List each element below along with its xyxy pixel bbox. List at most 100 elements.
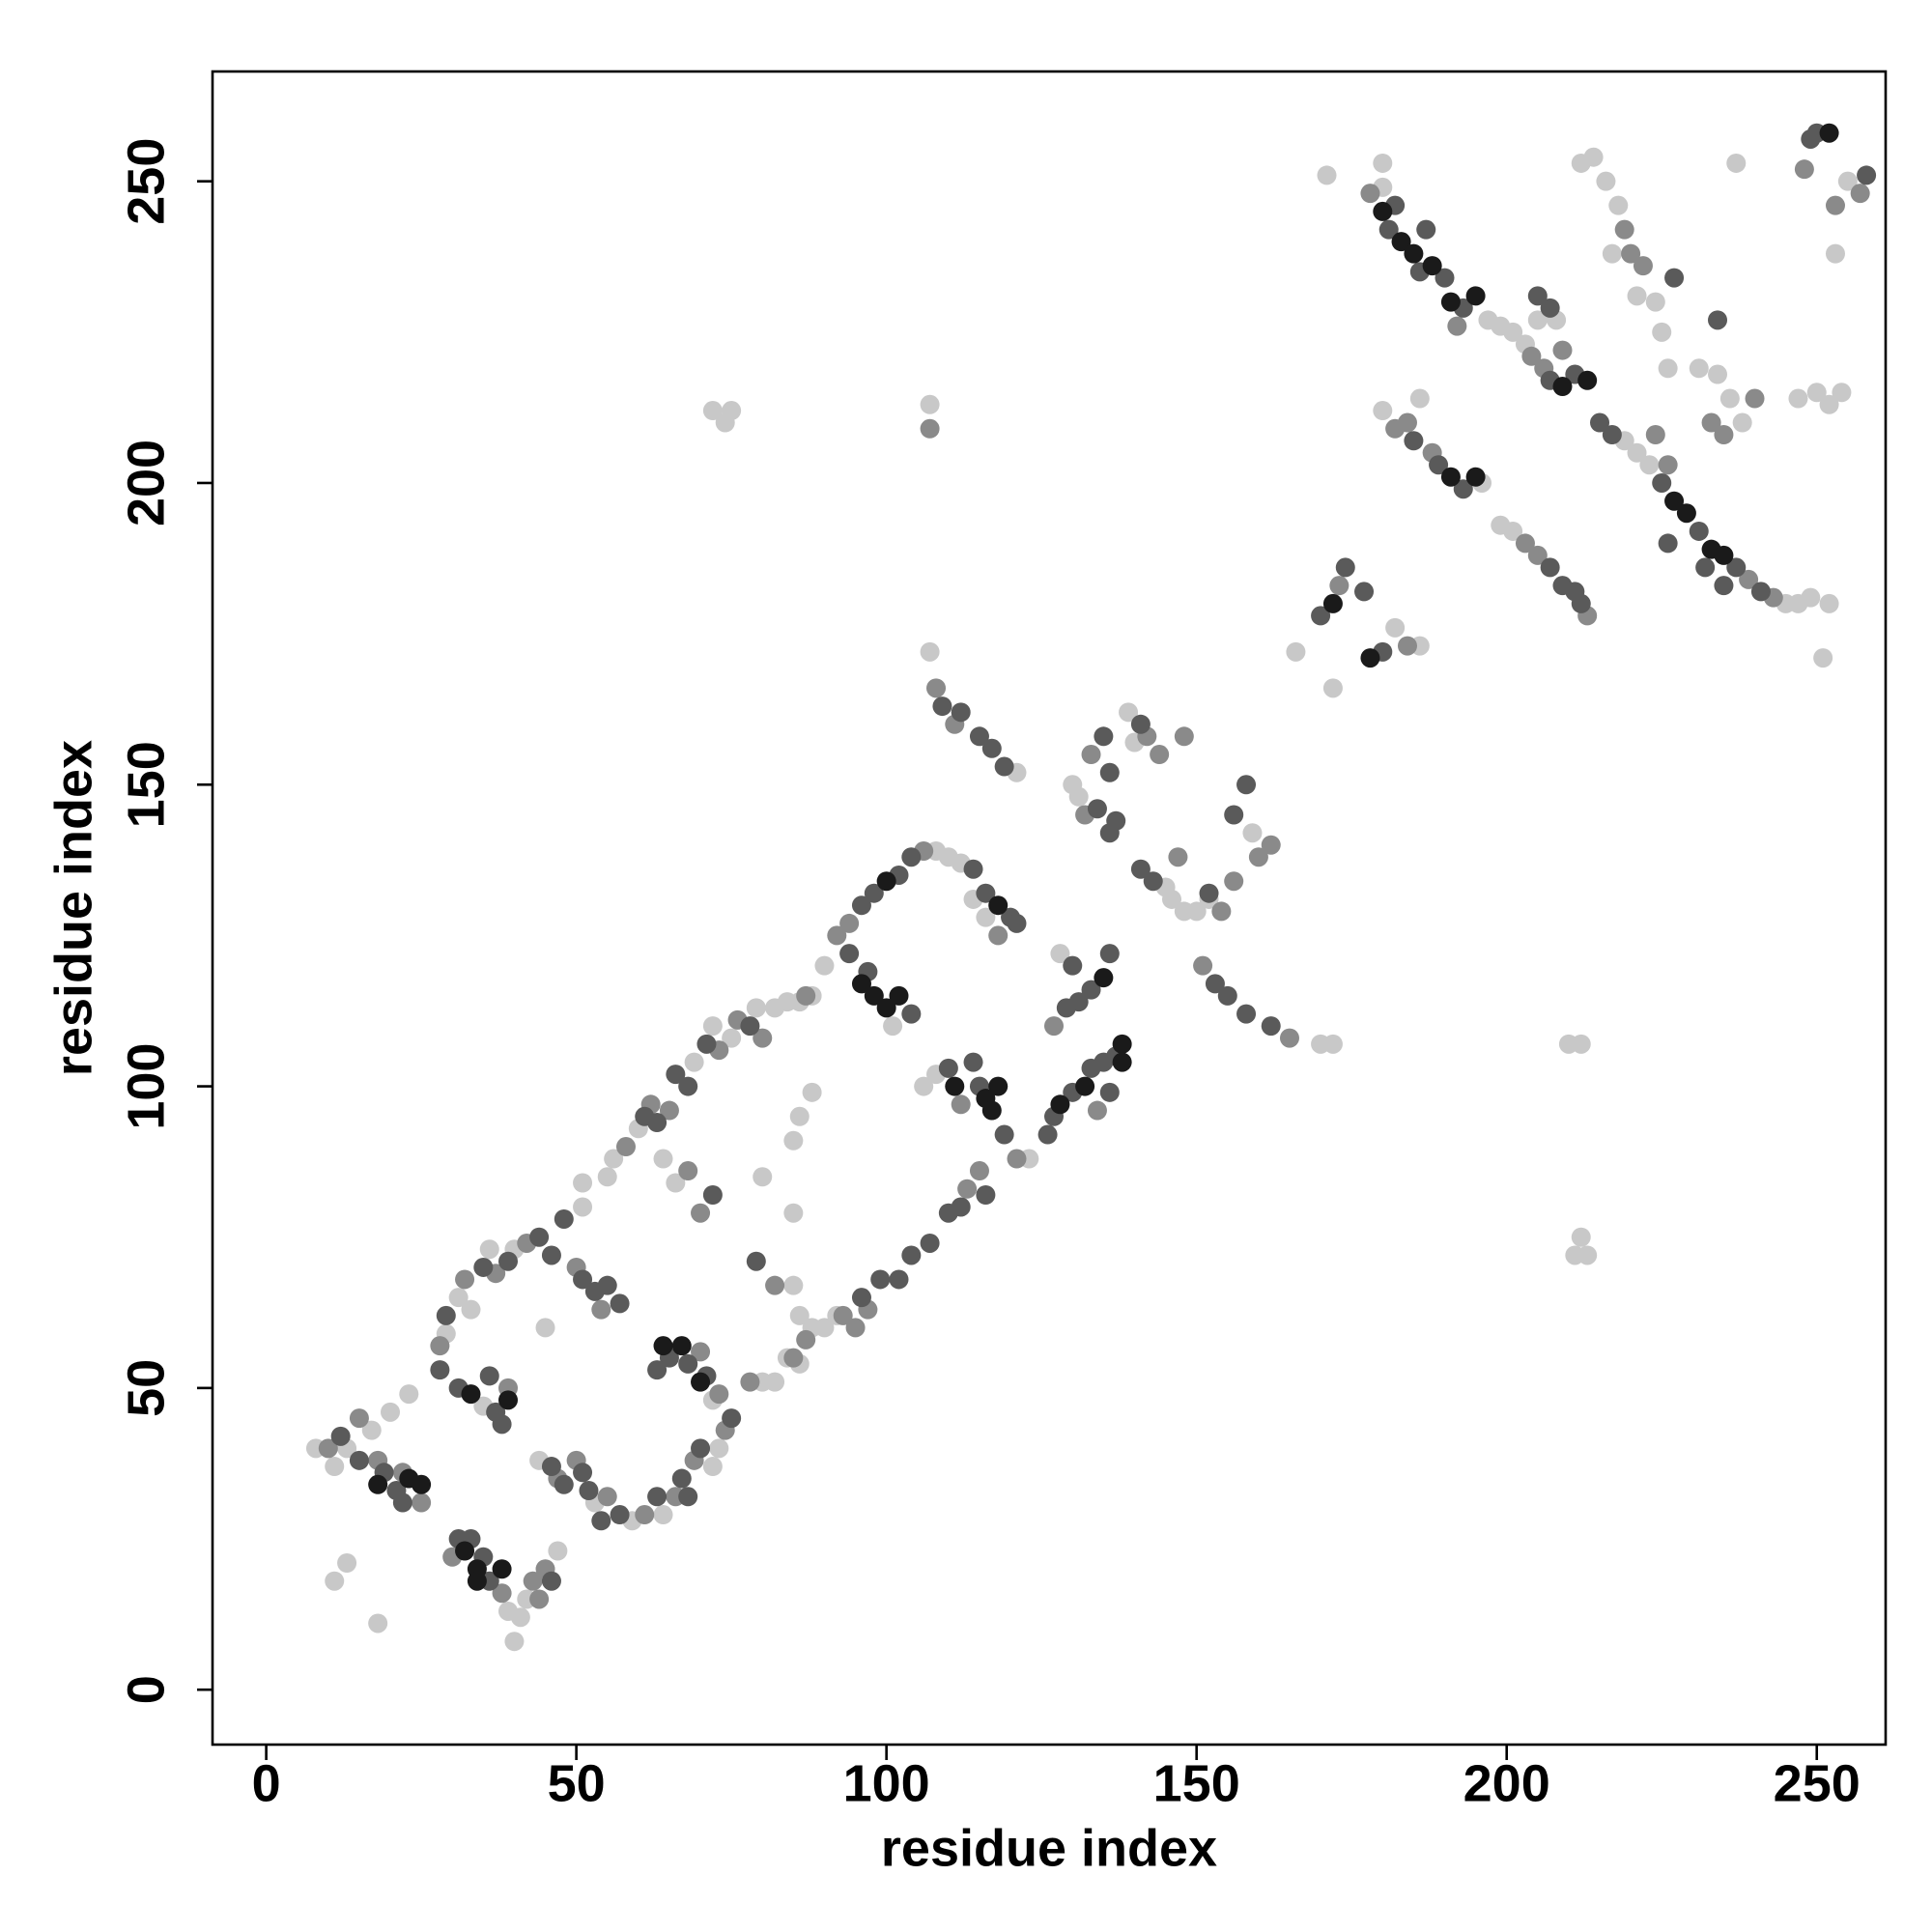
point [666, 1065, 686, 1085]
point [920, 1233, 940, 1253]
point [436, 1305, 456, 1325]
point [1621, 243, 1641, 264]
point [666, 1173, 686, 1193]
point [796, 1329, 816, 1350]
point [1130, 859, 1151, 879]
point [479, 1366, 499, 1386]
point [851, 1288, 871, 1308]
point [1689, 521, 1709, 541]
point [1050, 944, 1070, 964]
point [1453, 479, 1473, 499]
point [548, 1541, 568, 1561]
point [1813, 648, 1833, 668]
point [1068, 786, 1089, 807]
point [647, 1113, 668, 1133]
point [1664, 491, 1685, 511]
point [318, 1438, 338, 1459]
point [1633, 256, 1653, 276]
point [1161, 889, 1181, 909]
point [963, 1052, 983, 1072]
point [591, 1299, 611, 1320]
point [1552, 377, 1573, 397]
point [709, 1438, 729, 1459]
point [1527, 310, 1548, 330]
point [1614, 219, 1634, 240]
point [851, 974, 871, 994]
point [1701, 412, 1721, 433]
point [920, 394, 940, 414]
point [610, 1293, 630, 1314]
point [1193, 955, 1213, 976]
point [920, 418, 940, 439]
point [988, 895, 1009, 916]
point [691, 1342, 711, 1362]
point [1708, 310, 1728, 330]
point [783, 1275, 804, 1295]
point [1007, 913, 1027, 933]
point [951, 1197, 971, 1217]
point [1571, 1227, 1591, 1247]
point [671, 1468, 692, 1489]
point [1645, 292, 1665, 312]
point [765, 1275, 785, 1295]
point [1248, 847, 1268, 867]
point [573, 1269, 593, 1290]
point [951, 702, 971, 723]
point [1552, 340, 1573, 360]
point [597, 1275, 617, 1295]
point [1825, 243, 1845, 264]
point [889, 985, 909, 1006]
point [1373, 153, 1393, 173]
point [653, 1149, 673, 1169]
point [615, 1137, 636, 1157]
point [1081, 745, 1101, 765]
y-tick-label: 200 [117, 440, 175, 526]
point [1335, 557, 1355, 578]
point [789, 1305, 810, 1325]
point [740, 1372, 760, 1392]
point [1429, 455, 1449, 475]
point [535, 1318, 555, 1338]
point [870, 1269, 891, 1290]
point [1081, 980, 1101, 1000]
point [647, 1360, 668, 1380]
point [1726, 557, 1747, 578]
point [1354, 582, 1375, 602]
point [976, 883, 996, 903]
point [492, 1414, 512, 1435]
point [554, 1474, 574, 1494]
point [448, 1288, 469, 1308]
point [994, 756, 1014, 777]
point [1130, 714, 1151, 734]
plot-points [305, 123, 1877, 1652]
point [1695, 557, 1716, 578]
point [678, 1353, 698, 1374]
x-tick-label: 0 [252, 1754, 281, 1812]
point [883, 1016, 903, 1037]
point [1540, 298, 1560, 318]
point [381, 1402, 401, 1422]
point [1373, 201, 1393, 221]
point [901, 1004, 922, 1024]
point [1577, 370, 1598, 390]
point [492, 1559, 512, 1579]
point [969, 726, 989, 747]
point [994, 1124, 1014, 1145]
point [864, 985, 884, 1006]
point [1714, 545, 1734, 565]
point [337, 1552, 357, 1573]
point [864, 883, 884, 903]
point [945, 1076, 965, 1096]
point [1627, 442, 1647, 463]
point [1714, 576, 1734, 596]
point [938, 1058, 958, 1078]
point [833, 1305, 853, 1325]
point [653, 1505, 673, 1525]
point [523, 1571, 543, 1591]
point [1571, 593, 1591, 613]
point [541, 1571, 561, 1591]
point [573, 1197, 593, 1217]
point [976, 907, 996, 927]
point [691, 1203, 711, 1223]
